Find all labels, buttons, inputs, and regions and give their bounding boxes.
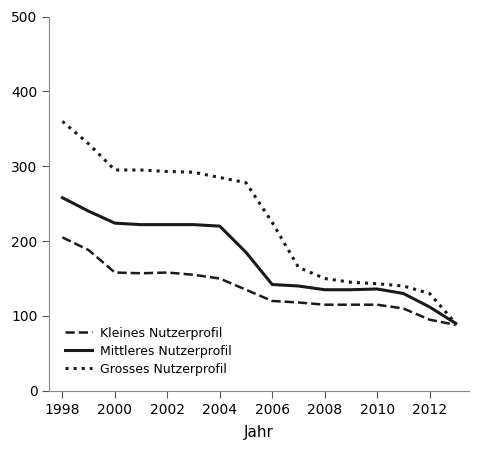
X-axis label: Jahr: Jahr xyxy=(244,425,274,440)
Legend: Kleines Nutzerprofil, Mittleres Nutzerprofil, Grosses Nutzerprofil: Kleines Nutzerprofil, Mittleres Nutzerpr… xyxy=(60,322,237,381)
